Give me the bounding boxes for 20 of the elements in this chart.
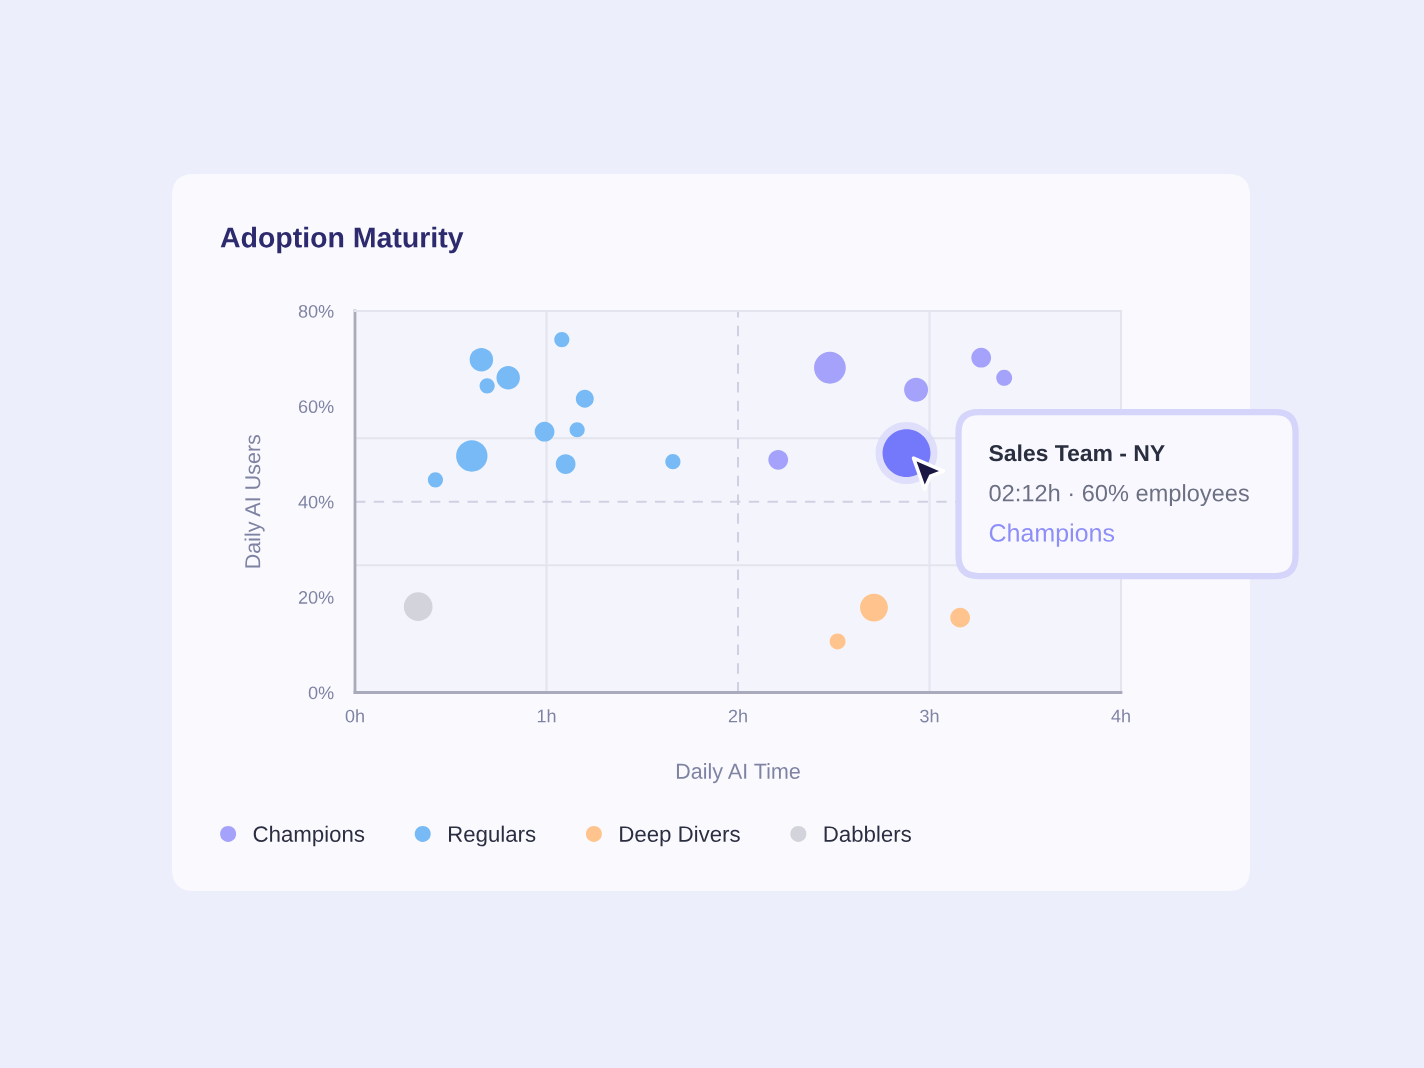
legend-label: Champions bbox=[253, 825, 365, 847]
chart-title: Adoption Maturity bbox=[220, 226, 464, 254]
y-tick-label: 40% bbox=[298, 495, 334, 509]
y-tick-label: 0% bbox=[308, 686, 334, 700]
legend-label: Regulars bbox=[449, 825, 536, 847]
x-axis-title: Daily AI Time bbox=[676, 763, 800, 784]
x-tick-label: 4h bbox=[1111, 709, 1130, 723]
annotation: Sales Team - NY bbox=[989, 444, 1165, 462]
y-axis-title: Daily AI Users bbox=[244, 434, 265, 568]
x-tick-label: 2h bbox=[728, 709, 747, 723]
legend-label: Deep Divers bbox=[620, 825, 740, 847]
annotation: Champions bbox=[989, 523, 1115, 547]
x-tick-label: 1h bbox=[537, 709, 556, 723]
legend-label: Dabblers bbox=[824, 825, 911, 842]
x-tick-label: 0h bbox=[345, 709, 364, 723]
y-tick-label: 80% bbox=[298, 304, 334, 318]
x-tick-label: 3h bbox=[920, 709, 939, 723]
y-tick-label: 20% bbox=[298, 591, 334, 604]
y-tick-label: 60% bbox=[298, 400, 334, 414]
annotation: 02:12h · 60% employees bbox=[989, 484, 1249, 507]
